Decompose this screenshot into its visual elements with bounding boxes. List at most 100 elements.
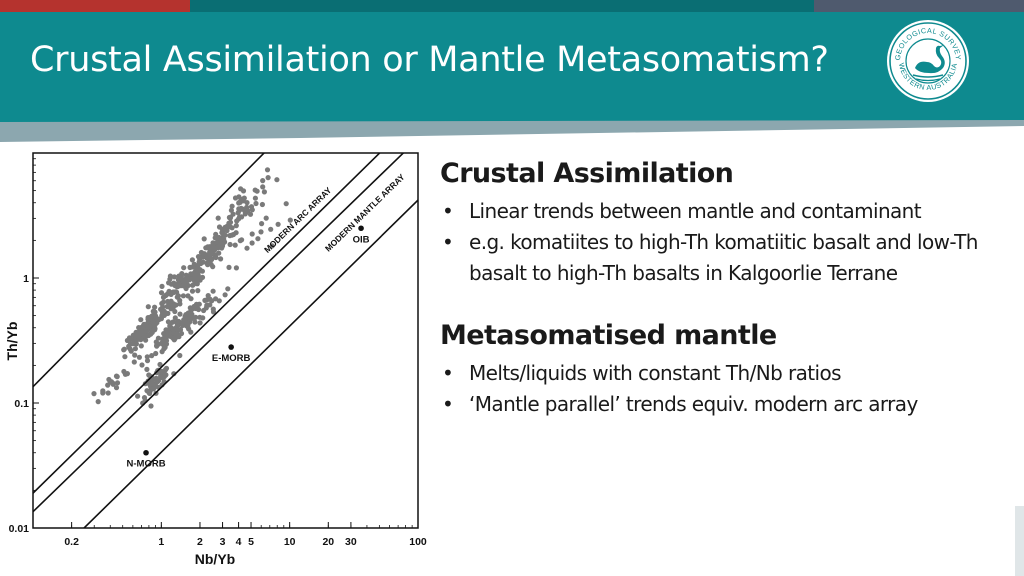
y-tick-label: 1 xyxy=(23,273,29,285)
data-point xyxy=(180,293,186,299)
data-point xyxy=(210,288,216,294)
y-tick-label: 0.1 xyxy=(14,398,29,410)
reference-point xyxy=(228,344,234,350)
reference-point-label: OIB xyxy=(353,234,370,245)
data-point xyxy=(232,242,238,248)
data-point xyxy=(216,298,222,304)
data-point xyxy=(191,261,197,267)
data-point xyxy=(168,298,174,304)
data-point xyxy=(189,276,195,282)
data-point xyxy=(190,282,196,288)
data-point xyxy=(163,292,169,299)
data-point xyxy=(159,374,165,381)
data-point xyxy=(175,280,181,286)
swan-icon xyxy=(912,45,945,82)
reference-point-label: E-MORB xyxy=(212,353,251,364)
data-point xyxy=(158,290,165,296)
data-point xyxy=(236,200,242,206)
x-tick-label: 1 xyxy=(158,536,164,548)
data-point xyxy=(200,251,206,257)
data-point xyxy=(226,264,232,270)
data-point xyxy=(159,283,165,289)
data-point xyxy=(114,380,121,386)
data-point xyxy=(206,255,212,261)
data-point xyxy=(148,381,154,387)
x-tick-label: 10 xyxy=(284,536,296,548)
data-point xyxy=(252,187,258,193)
data-point xyxy=(139,362,145,368)
data-point xyxy=(95,399,101,405)
data-point xyxy=(172,308,178,315)
reference-point xyxy=(143,449,149,456)
data-point xyxy=(165,333,171,339)
data-point xyxy=(91,391,97,397)
data-point xyxy=(157,361,163,368)
array-line-arc-lower xyxy=(33,153,381,494)
data-point xyxy=(145,316,151,322)
data-point xyxy=(167,276,173,282)
array-line-arc-upper xyxy=(33,153,266,388)
bullet-item: Linear trends between mantle and contami… xyxy=(440,196,1020,227)
data-point xyxy=(177,352,183,359)
data-point xyxy=(144,358,151,364)
data-point xyxy=(255,236,261,242)
data-point xyxy=(203,305,209,311)
x-tick-label: 2 xyxy=(197,536,203,548)
data-point xyxy=(263,215,269,221)
data-point xyxy=(175,293,181,299)
data-point xyxy=(146,390,152,396)
y-tick-label: 0.01 xyxy=(9,523,30,535)
data-point xyxy=(249,231,255,237)
slide-title: Crustal Assimilation or Mantle Metasomat… xyxy=(30,40,829,80)
data-point xyxy=(187,264,193,270)
data-point xyxy=(230,231,237,238)
data-point xyxy=(171,326,177,332)
bullet-list-crustal: Linear trends between mantle and contami… xyxy=(440,196,1020,289)
bullet-list-metasomatised: Melts/liquids with constant Th/Nb ratios… xyxy=(440,358,1020,420)
data-point xyxy=(110,381,116,387)
data-point xyxy=(218,256,224,262)
data-point xyxy=(182,278,188,284)
data-point xyxy=(247,211,254,217)
title-header xyxy=(0,12,1024,118)
data-point xyxy=(211,240,217,247)
data-point xyxy=(171,274,177,280)
data-point xyxy=(105,390,111,396)
top-accent-red xyxy=(0,0,190,12)
data-point xyxy=(275,221,281,227)
data-point xyxy=(244,204,250,210)
data-point xyxy=(260,178,266,184)
data-point xyxy=(189,288,196,294)
data-point xyxy=(152,321,158,328)
x-tick-label: 30 xyxy=(345,536,357,548)
data-point xyxy=(114,374,120,380)
data-point xyxy=(242,211,248,217)
data-point xyxy=(207,296,213,302)
data-point xyxy=(185,282,191,289)
data-point xyxy=(122,354,128,360)
data-point xyxy=(163,372,169,378)
y-axis-label: Th/Yb xyxy=(4,322,20,361)
data-point xyxy=(187,314,193,320)
data-point xyxy=(287,217,293,223)
data-point xyxy=(274,177,280,183)
data-point xyxy=(135,330,141,336)
data-point xyxy=(213,231,219,237)
array-line-mantle-upper xyxy=(33,153,405,513)
array-line-mantle-lower xyxy=(83,199,418,528)
data-point xyxy=(240,188,247,194)
data-point xyxy=(210,309,217,315)
data-point xyxy=(197,320,203,326)
data-point xyxy=(205,262,211,268)
x-tick-label: 4 xyxy=(236,536,242,548)
x-tick-label: 20 xyxy=(322,536,334,548)
data-point xyxy=(268,226,274,232)
data-point xyxy=(161,310,167,316)
data-point xyxy=(136,354,142,360)
data-point xyxy=(173,302,179,308)
x-tick-label: 100 xyxy=(409,536,427,548)
data-point xyxy=(201,236,207,242)
data-point xyxy=(131,359,137,365)
data-point xyxy=(222,292,228,298)
reference-point-label: N-MORB xyxy=(127,459,166,470)
